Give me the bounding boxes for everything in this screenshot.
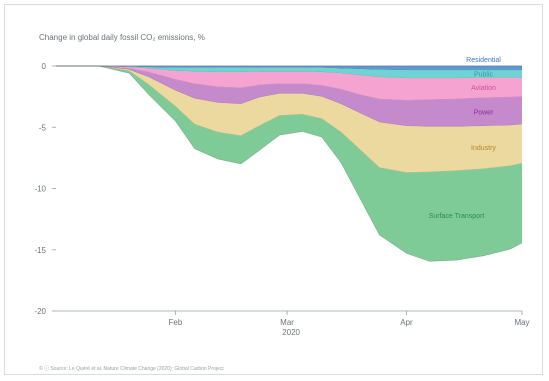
y-tick-label: -10 <box>34 185 46 194</box>
series-label-power: Power <box>474 109 495 116</box>
line-surface-transport <box>56 65 523 262</box>
area-power <box>56 66 522 127</box>
series-label-surface-transport: Surface Transport <box>429 213 485 220</box>
series-label-residential: Residential <box>466 57 501 64</box>
area-surface-transport <box>56 66 522 262</box>
axes-layer: 0 -5 -10 -15 -20 Feb Mar Apr May 2020 <box>34 62 529 337</box>
x-year-label: 2020 <box>282 328 300 337</box>
series-label-industry: Industry <box>471 145 496 152</box>
area-industry <box>56 66 522 173</box>
x-tick-label: May <box>514 318 529 327</box>
series-label-layer: Residential Public Aviation Power Industry Su… <box>429 57 502 220</box>
y-tick-label: -15 <box>34 246 46 255</box>
x-tick-label: Feb <box>168 318 182 327</box>
chart-footer: © ⓘ Source: Le Quéré et al. Nature Clima… <box>39 366 224 372</box>
area-public <box>56 66 522 79</box>
y-tick-label: -5 <box>39 123 47 132</box>
series-label-public: Public <box>474 71 494 78</box>
area-residential <box>56 66 522 71</box>
chart-title: Change in global daily fossil CO₂ emissi… <box>39 33 205 42</box>
area-layer <box>56 65 523 262</box>
y-tick-label: -20 <box>34 307 46 316</box>
area-aviation <box>56 66 522 101</box>
y-tick-label: 0 <box>42 62 47 71</box>
series-label-aviation: Aviation <box>471 85 496 92</box>
x-tick-label: Mar <box>280 318 294 327</box>
x-tick-label: Apr <box>400 318 413 327</box>
